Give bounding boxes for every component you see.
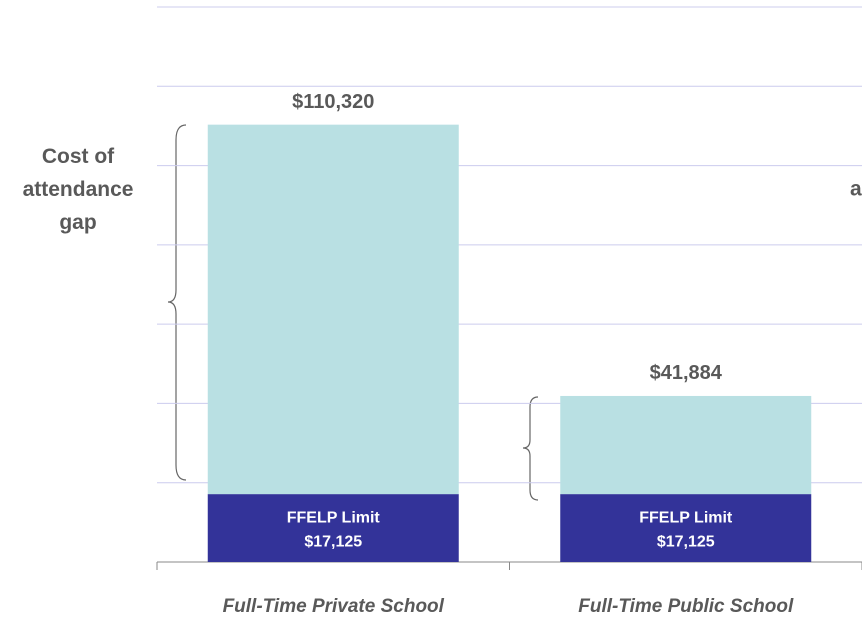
x-tick-label: Full-Time Private School [223,596,445,617]
segment-name: FFELP Limit [639,509,733,526]
segment-name: FFELP Limit [287,509,381,526]
bar-segment [560,395,812,495]
annotation-line: gap [59,211,96,234]
bar-segment [560,494,812,562]
annotation-text: Cost of attendance gap [23,145,134,234]
annotation-line: Cost of [42,145,115,168]
brace [167,124,187,481]
annotation: Cost of attendance gap a [23,145,862,234]
annotation-text: a [850,178,862,201]
bar-segment [207,124,459,495]
total-label: $110,320 [292,91,374,113]
x-tick-label: Full-Time Public School [578,596,794,617]
total-label: $41,884 [650,362,723,384]
bar-segment [207,494,459,562]
annotation-line: attendance [23,178,134,201]
data-label: $17,125 [657,533,715,550]
data-label: $17,125 [304,533,362,550]
brace [522,396,539,501]
